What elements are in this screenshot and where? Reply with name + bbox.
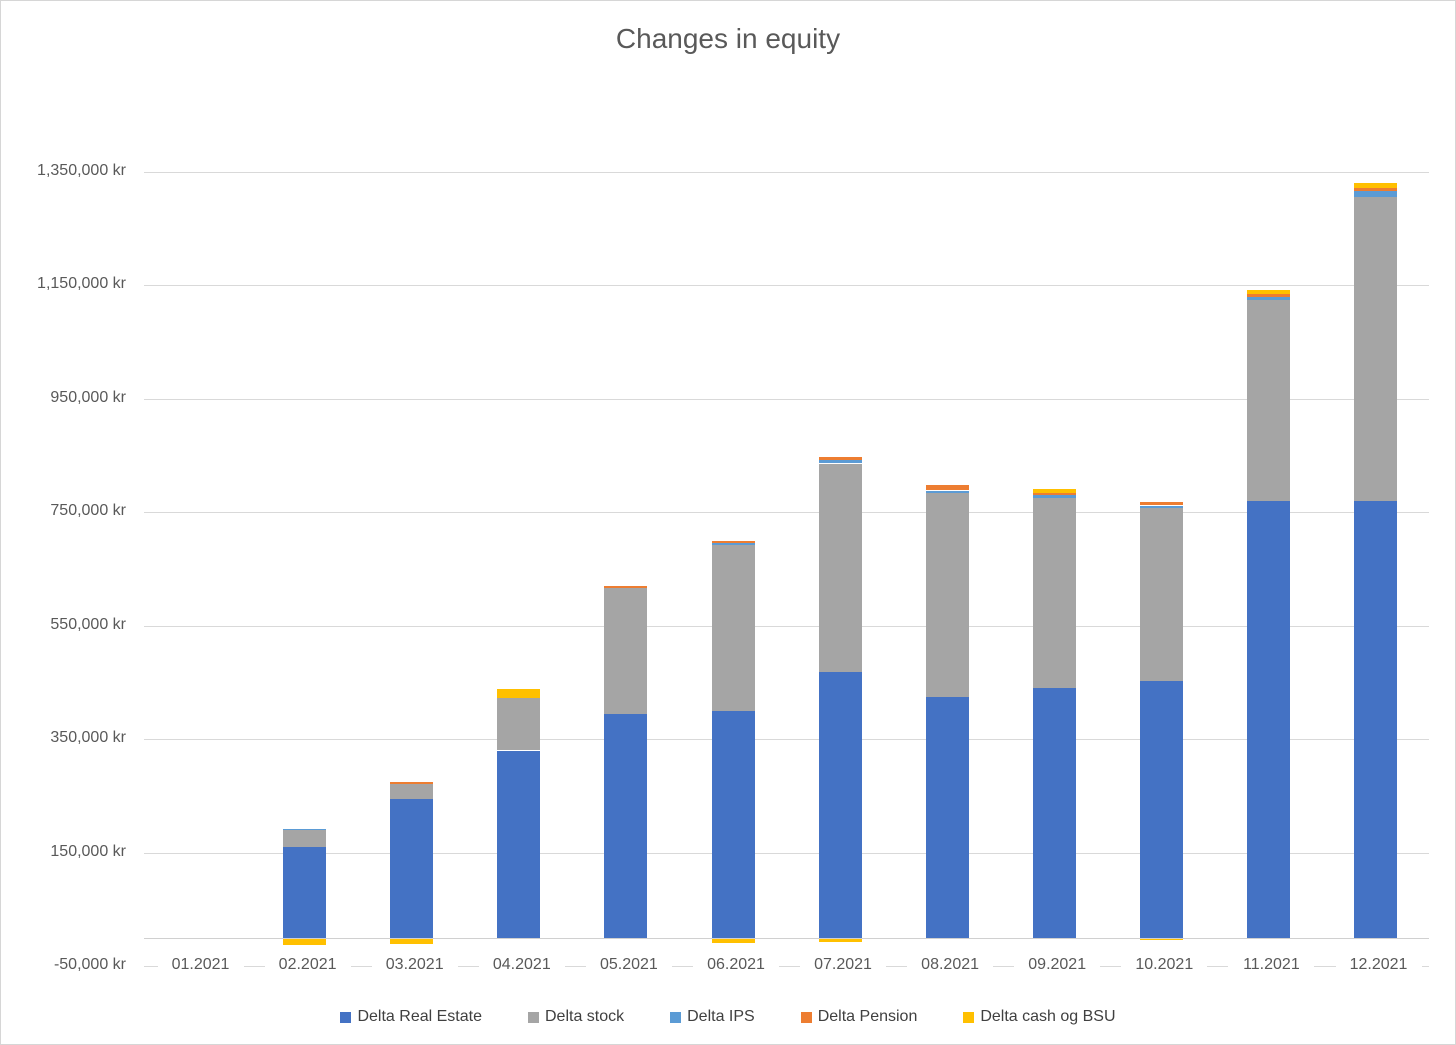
bar-segment: [283, 937, 327, 945]
x-axis-tick-label: 09.2021: [1014, 956, 1101, 974]
bar-segment: [818, 937, 862, 942]
bar-segment: [283, 828, 327, 830]
bar-segment: [711, 542, 755, 546]
y-axis-tick-label: 750,000 kr: [50, 502, 126, 520]
x-axis-tick-label: 10.2021: [1121, 956, 1208, 974]
bar-segment: [1032, 688, 1076, 938]
bar-segment: [818, 463, 862, 673]
bar-segment: [1354, 191, 1397, 197]
x-axis-tick-label: 02.2021: [264, 956, 351, 974]
y-axis-tick-label: 150,000 kr: [50, 842, 126, 860]
y-axis-tick-label: -50,000 kr: [53, 956, 126, 973]
bar-segment: [711, 710, 755, 938]
bar-segment: [604, 713, 648, 938]
legend-item: Delta Real Estate: [340, 1008, 482, 1026]
y-axis-tick-label: 1,150,000 kr: [37, 275, 126, 293]
legend-item: Delta IPS: [670, 1008, 755, 1026]
bar-segment: [1032, 495, 1076, 498]
bar-segment: [604, 587, 648, 714]
bar-segment: [1032, 488, 1076, 493]
bar-segment: [1354, 188, 1397, 191]
bar-segment: [1246, 294, 1290, 297]
legend-item: Delta cash og BSU: [963, 1008, 1116, 1026]
legend-label: Delta IPS: [687, 1008, 755, 1025]
legend-item: Delta stock: [527, 1008, 625, 1026]
gridline: [144, 172, 1429, 173]
legend-label: Delta cash og BSU: [980, 1008, 1116, 1025]
legend-item: Delta Pension: [800, 1008, 918, 1026]
bar-segment: [711, 545, 755, 711]
bar-segment: [925, 490, 969, 494]
bar-segment: [390, 798, 434, 938]
gridline: [144, 739, 1429, 741]
bar-segment: [1246, 500, 1290, 938]
bar-segment: [1032, 497, 1076, 689]
y-axis-tick-label: 550,000 kr: [50, 615, 126, 633]
bar-segment: [818, 457, 862, 461]
bar-segment: [283, 846, 327, 938]
bar-segment: [497, 689, 541, 699]
gridline: [144, 625, 1429, 627]
x-axis-tick-label: 07.2021: [800, 956, 886, 974]
legend-label: Delta stock: [544, 1008, 625, 1025]
bar-segment: [497, 750, 541, 938]
y-axis-tick-label: 950,000 kr: [50, 388, 126, 406]
x-axis-tick-label: 12.2021: [1335, 956, 1422, 974]
x-axis-line: [144, 937, 1429, 939]
bar-segment: [1139, 501, 1183, 506]
y-axis-tick-label: 350,000 kr: [50, 729, 126, 747]
bar-segment: [1354, 183, 1397, 189]
bar-segment: [1139, 681, 1183, 938]
bar-segment: [1139, 508, 1183, 682]
bar-segment: [1354, 500, 1397, 938]
chart-legend: Delta Real Estate Delta stock Delta IPS Del…: [1, 1008, 1455, 1026]
x-axis-tick-label: 03.2021: [371, 956, 458, 974]
bar-segment: [1139, 937, 1183, 940]
x-axis-tick-label: 04.2021: [478, 956, 565, 974]
bar-segment: [1246, 300, 1290, 501]
bar-segment: [711, 541, 755, 543]
bar-segment: [497, 698, 541, 751]
legend-swatch-icon: [670, 1011, 682, 1023]
gridline: [144, 966, 1429, 967]
chart-title: Changes in equity: [615, 23, 841, 54]
bar-segment: [604, 585, 648, 588]
legend-swatch-icon: [963, 1011, 975, 1023]
bar-segment: [711, 937, 755, 943]
bar-segment: [390, 937, 434, 945]
bar-segment: [1246, 290, 1290, 295]
x-axis-tick-label: 06.2021: [693, 956, 779, 974]
x-axis-tick-label: 08.2021: [907, 956, 994, 974]
bar-segment: [1354, 197, 1397, 501]
legend-label: Delta Real Estate: [357, 1008, 482, 1025]
bar-segment: [390, 783, 434, 799]
gridline: [144, 398, 1429, 400]
bar-segment: [390, 781, 434, 784]
bar-segment: [818, 672, 862, 938]
bar-segment: [925, 493, 969, 697]
bar-segment: [818, 460, 862, 464]
legend-label: Delta Pension: [817, 1008, 918, 1025]
bar-segment: [1246, 296, 1290, 301]
x-axis-tick-label: 11.2021: [1228, 956, 1315, 974]
gridline: [144, 285, 1429, 287]
bar-segment: [1139, 505, 1183, 509]
gridline: [144, 852, 1429, 854]
bar-segment: [1032, 492, 1076, 495]
bar-segment: [925, 696, 969, 938]
legend-swatch-icon: [340, 1011, 352, 1023]
x-axis-tick-label: 05.2021: [585, 956, 672, 974]
gridline: [144, 512, 1429, 514]
bar-segment: [925, 484, 969, 491]
legend-swatch-icon: [527, 1011, 539, 1023]
legend-swatch-icon: [800, 1011, 812, 1023]
y-axis-tick-label: 1,350,000 kr: [37, 162, 126, 179]
bar-segment: [283, 829, 327, 847]
x-axis-tick-label: 01.2021: [157, 956, 244, 974]
